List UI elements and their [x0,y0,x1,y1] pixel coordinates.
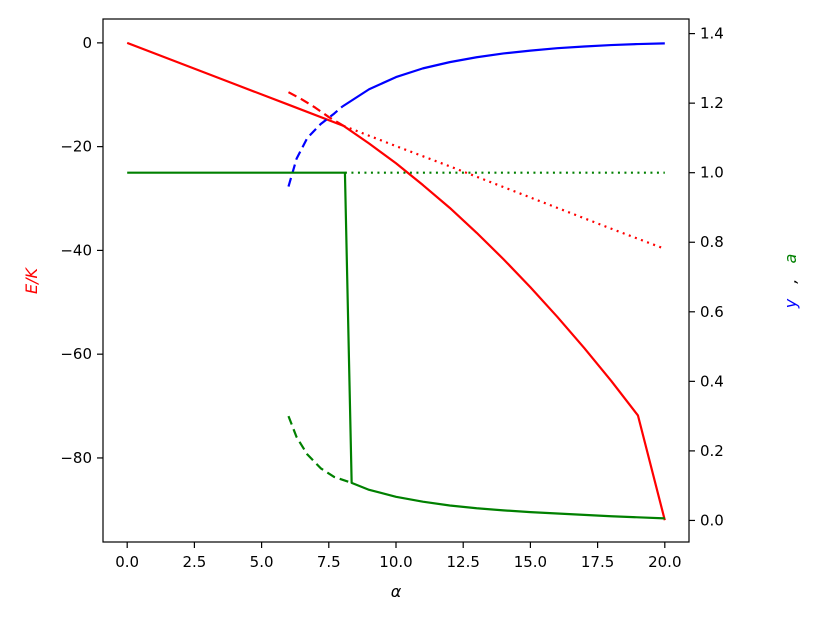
y-left-axis-label: E/K [22,267,41,295]
series-line-1 [287,91,345,127]
y-right-label-part-y: y [781,298,800,309]
x-tick-label: 2.5 [182,553,206,571]
y-left-tick-label: −60 [60,345,92,363]
y-right-tick-label: 1.4 [700,25,724,43]
x-tick-label: 0.0 [115,553,139,571]
y-right-label-part-a: a [781,254,800,264]
y-left-tick-label: 0 [82,34,92,52]
y-right-tick-label: 0.0 [700,511,724,529]
series-line-3 [287,105,343,187]
x-axis-label: α [391,582,402,601]
svg-text:y , a: y , a [781,254,800,310]
series-line-4 [341,42,665,108]
y-left-tick-label: −20 [60,138,92,156]
x-tick-label: 17.5 [581,553,614,571]
y-right-tick-label: 0.2 [700,442,724,460]
series-layer [126,41,666,521]
series-line-0 [126,41,666,521]
x-tick-label: 15.0 [514,553,547,571]
y-right-tick-label: 1.0 [700,164,724,182]
series-line-6 [287,415,353,484]
x-tick-label: 10.0 [379,553,412,571]
y-left-ticks: 0 −20 −40 −60 −80 [60,34,103,467]
plot-area [103,19,689,542]
x-tick-label: 7.5 [317,553,341,571]
y-right-axis-label: y , a [781,254,800,310]
series-line-2 [343,124,666,250]
y-left-tick-label: −40 [60,241,92,259]
y-right-ticks: 0.0 0.2 0.4 0.6 0.8 1.0 1.2 1.4 [689,25,724,529]
series-line-5 [127,171,665,520]
y-left-tick-label: −80 [60,449,92,467]
x-ticks: 0.0 2.5 5.0 7.5 10.0 12.5 15.0 17.5 20.0 [115,542,682,571]
y-right-label-part-comma: , [781,279,800,284]
y-right-tick-label: 0.4 [700,372,724,390]
x-tick-label: 20.0 [648,553,681,571]
y-right-tick-label: 1.2 [700,94,724,112]
x-tick-label: 12.5 [446,553,479,571]
y-right-tick-label: 0.8 [700,233,724,251]
y-right-tick-label: 0.6 [700,303,724,321]
x-tick-label: 5.0 [250,553,274,571]
